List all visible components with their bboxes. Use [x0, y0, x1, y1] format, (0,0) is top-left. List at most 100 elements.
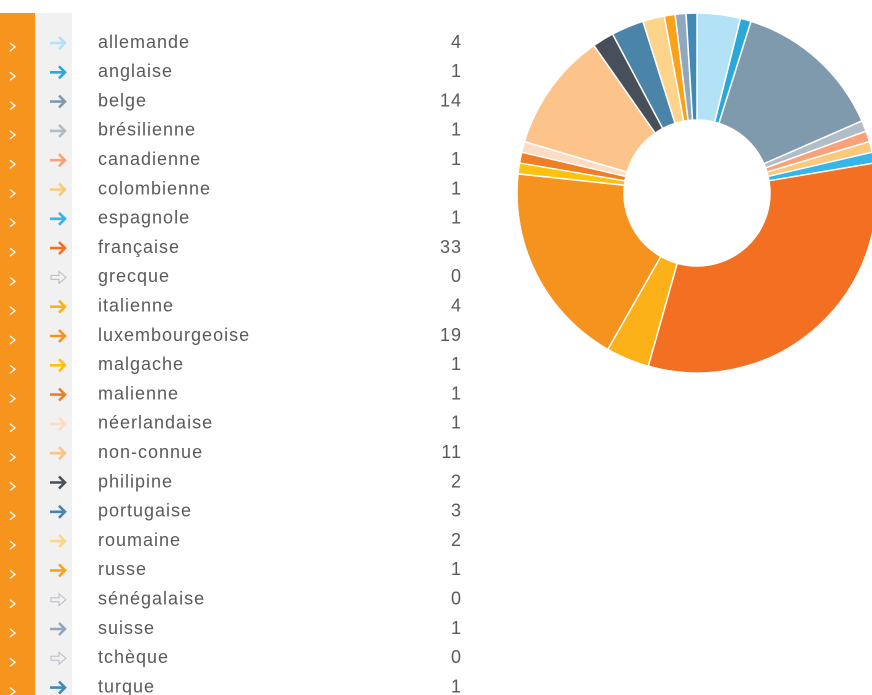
chevron — [9, 394, 17, 404]
chevron — [9, 247, 17, 257]
legend-value: 4 — [451, 32, 462, 52]
legend-label: espagnole — [98, 208, 190, 228]
legend-label: anglaise — [98, 61, 173, 81]
legend-marker — [50, 299, 67, 314]
legend-label: allemande — [98, 32, 190, 52]
legend-label: roumaine — [98, 530, 181, 550]
legend-label: malienne — [98, 383, 179, 403]
legend-label: russe — [98, 559, 147, 579]
legend-marker — [50, 94, 67, 109]
legend-marker — [50, 153, 67, 168]
chevron — [9, 188, 17, 199]
chevron — [9, 276, 17, 286]
legend-marker — [50, 211, 67, 226]
legend-marker — [50, 387, 67, 402]
legend-value: 2 — [451, 530, 462, 550]
chevron — [9, 364, 17, 374]
legend-marker — [50, 36, 67, 50]
legend-label: belge — [98, 90, 147, 110]
legend-marker — [50, 182, 67, 197]
legend-value: 1 — [451, 413, 462, 433]
legend-value: 1 — [451, 618, 462, 638]
legend-value: 1 — [451, 61, 462, 81]
legend-marker — [50, 123, 67, 138]
legend-label: canadienne — [98, 149, 201, 169]
legend-label: suisse — [98, 618, 155, 638]
legend-label: française — [98, 237, 180, 257]
legend-marker — [50, 358, 67, 373]
legend-label: portugaise — [98, 501, 192, 521]
legend-marker — [50, 651, 67, 666]
legend-marker — [50, 592, 67, 607]
legend-value: 4 — [451, 295, 462, 315]
legend-label: philipine — [98, 471, 173, 491]
chevron — [9, 218, 17, 228]
legend-label: grecque — [98, 266, 170, 286]
legend-value: 1 — [451, 354, 462, 374]
legend-value: 1 — [451, 383, 462, 403]
legend-label: malgache — [98, 354, 184, 374]
legend-label: sénégalaise — [98, 588, 205, 608]
chevron — [9, 101, 17, 111]
legend-value: 1 — [451, 120, 462, 140]
legend-label: non-connue — [98, 442, 203, 462]
chevron — [9, 657, 17, 667]
legend-marker — [50, 446, 67, 461]
chevron — [9, 687, 17, 695]
slice — [516, 172, 662, 351]
legend-value: 2 — [451, 471, 462, 491]
legend-value: 1 — [451, 149, 462, 169]
chevron — [9, 42, 17, 52]
legend-label: turque — [98, 676, 155, 695]
legend-marker — [50, 416, 67, 431]
legend-value: 0 — [451, 588, 462, 608]
chevron — [9, 511, 17, 521]
chevron — [9, 599, 17, 609]
marker-column — [35, 13, 72, 695]
chevron — [9, 71, 17, 81]
chevron — [9, 540, 17, 550]
legend-marker — [50, 622, 67, 636]
chevron — [9, 130, 17, 140]
legend-marker — [50, 270, 67, 285]
legend-label: luxembourgeoise — [98, 325, 250, 345]
legend-value: 0 — [451, 647, 462, 667]
legend-label: tchèque — [98, 647, 169, 667]
legend-marker — [50, 504, 67, 519]
side-strip — [0, 13, 35, 695]
chevron — [9, 335, 17, 345]
legend-marker — [50, 65, 67, 80]
chevron — [9, 306, 17, 316]
legend-marker — [50, 680, 67, 695]
legend-value: 1 — [451, 208, 462, 228]
legend-label: brésilienne — [98, 120, 196, 140]
legend-value: 3 — [451, 501, 462, 521]
slice — [685, 12, 698, 121]
legend-value: 1 — [451, 559, 462, 579]
chevron — [9, 452, 17, 462]
legend-marker — [50, 563, 67, 578]
legend-value: 14 — [440, 90, 462, 110]
chevron — [9, 159, 17, 169]
legend-value: 1 — [451, 178, 462, 198]
legend-value: 0 — [451, 266, 462, 286]
slice — [647, 162, 872, 374]
legend-label: colombienne — [98, 178, 211, 198]
chevron — [9, 423, 17, 433]
legend-marker — [50, 534, 67, 549]
legend-marker — [50, 329, 67, 343]
chevron — [9, 628, 17, 638]
chevron — [9, 569, 17, 579]
legend-marker — [50, 241, 67, 256]
legend-label: italienne — [98, 295, 174, 315]
legend-value: 1 — [451, 676, 462, 695]
chevron — [9, 481, 17, 492]
slice — [717, 20, 863, 165]
legend-value: 19 — [440, 325, 462, 345]
legend-value: 11 — [441, 442, 462, 462]
legend-label: néerlandaise — [98, 413, 213, 433]
legend-value: 33 — [440, 237, 462, 257]
legend-marker — [50, 475, 67, 490]
